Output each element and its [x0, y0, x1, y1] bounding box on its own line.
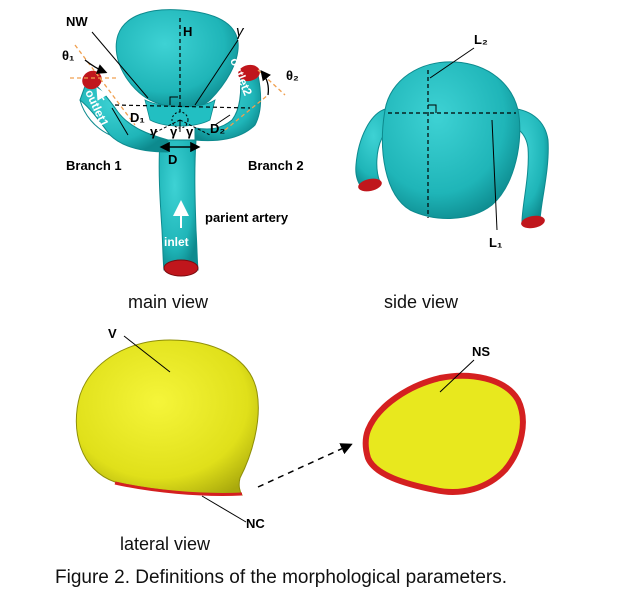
d-label: D [168, 152, 177, 167]
theta2-label: θ₂ [286, 68, 299, 83]
gamma-top-label: γ [236, 23, 245, 40]
nc-label: NC [246, 516, 265, 531]
figure-caption: Figure 2. Definitions of the morphologic… [55, 567, 507, 588]
branch1-label: Branch 1 [66, 158, 122, 173]
inlet-cap [163, 259, 199, 277]
side-view: L₂ L₁ side view [355, 32, 549, 312]
branch2-label: Branch 2 [248, 158, 304, 173]
inlet-label: inlet [164, 235, 189, 249]
lateral-view-caption: lateral view [120, 534, 211, 554]
l2-label: L₂ [474, 32, 488, 47]
outlet1-cap [82, 70, 102, 90]
theta1-label: θ₁ [62, 48, 74, 63]
outlet2-cap [238, 64, 260, 82]
ns-label: NS [472, 344, 490, 359]
transition-arrow [257, 443, 353, 488]
side-view-caption: side view [384, 292, 459, 312]
lateral-aneurysm-sac [75, 339, 259, 496]
main-view-caption: main view [128, 292, 209, 312]
neck-surface-shape [362, 372, 526, 495]
h-label: H [183, 24, 192, 39]
d1-label: D₁ [130, 110, 145, 125]
parient-artery-label: parient artery [205, 210, 289, 225]
gamma-mid2-label: γ [186, 124, 194, 139]
neck-surface-view: NS [362, 344, 526, 495]
side-aneurysm-sac [381, 61, 521, 219]
v-label: V [108, 326, 117, 341]
lateral-view: V NC lateral view [75, 326, 265, 554]
main-aneurysm-sac [115, 9, 239, 108]
gamma-mid1-label: γ [170, 124, 178, 139]
d2-label: D₂ [210, 121, 225, 136]
l1-label: L₁ [489, 235, 502, 250]
parent-artery-shape [158, 139, 199, 271]
gamma-left-label: γ [150, 124, 158, 139]
nw-label: NW [66, 14, 88, 29]
main-view: NW H γ θ₁ θ₂ outlet1 outlet2 D₁ D₂ D γ γ… [62, 9, 304, 312]
